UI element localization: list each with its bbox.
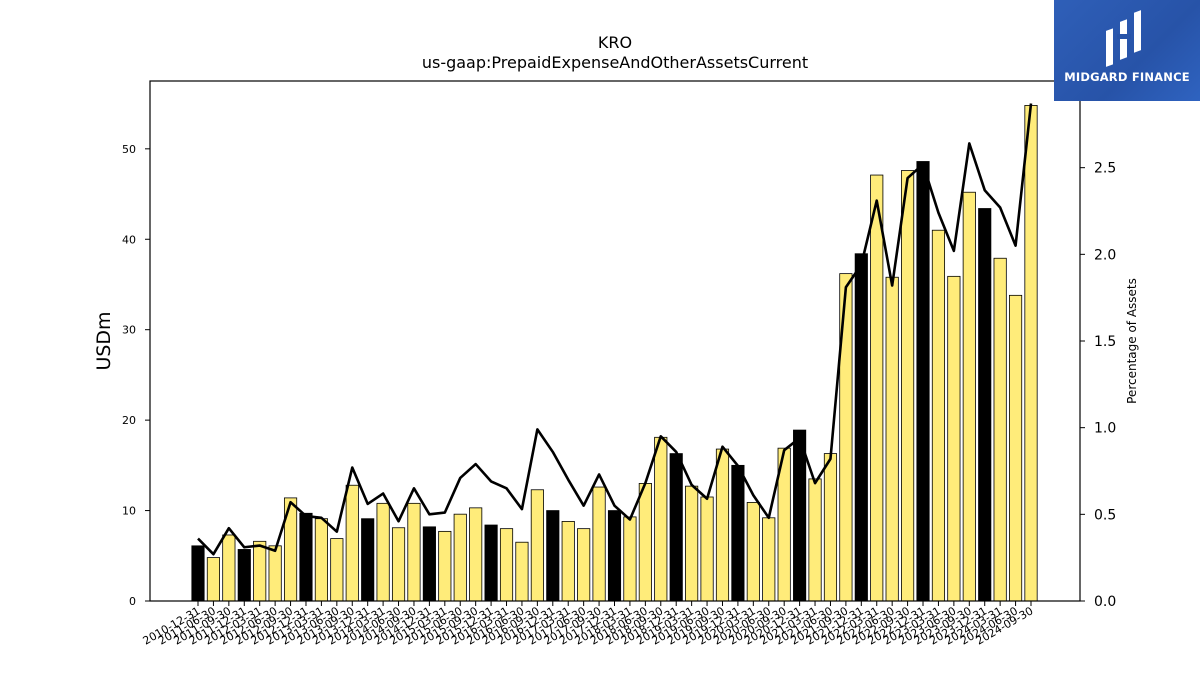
percentage-line [197, 103, 1033, 556]
bar [993, 257, 1007, 602]
y-tick-label: 40 [122, 233, 136, 246]
y2-tick-label: 1.5 [1094, 334, 1116, 350]
bar [962, 191, 976, 602]
bar [577, 528, 591, 602]
bar [947, 275, 961, 602]
y-tick-label: 30 [122, 324, 136, 337]
bar [978, 208, 992, 602]
bar [607, 510, 622, 602]
logo-text: MIDGARD FINANCE [1064, 70, 1190, 84]
y2-axis-label: Percentage of Assets [1125, 278, 1139, 404]
bar [1024, 105, 1038, 602]
bar [438, 530, 452, 602]
bar [361, 518, 375, 602]
bar [330, 538, 344, 602]
bar [638, 483, 652, 602]
bar [793, 429, 807, 602]
bar [854, 253, 868, 602]
bar [222, 534, 236, 602]
bar [530, 489, 544, 602]
bar [206, 557, 220, 602]
bar [391, 527, 406, 602]
y-axis-label: USDm [93, 311, 115, 370]
bar [299, 512, 313, 602]
bar [669, 453, 683, 602]
bar [1009, 294, 1023, 602]
bar [623, 516, 637, 602]
chart-title: KRO [598, 33, 632, 52]
bar [515, 541, 529, 602]
y2-axis: 0.0 0.5 1.0 1.5 2.0 2.5 [1080, 161, 1116, 610]
chart-subtitle: us-gaap:PrepaidExpenseAndOtherAssetsCurr… [422, 53, 808, 72]
bar [469, 507, 483, 602]
y-tick-label: 0 [129, 595, 136, 608]
y-tick-label: 10 [122, 505, 136, 518]
bar [916, 161, 930, 602]
bar [746, 502, 760, 602]
y2-tick-label: 0.5 [1094, 507, 1116, 523]
bar [715, 448, 730, 602]
bar [885, 276, 899, 602]
bar [237, 549, 251, 602]
logo: MIDGARD FINANCE [1054, 0, 1200, 101]
bar [422, 526, 436, 602]
bar [546, 510, 560, 602]
bar [931, 229, 946, 602]
bar [700, 496, 714, 602]
bar [561, 521, 575, 602]
y2-tick-label: 2.5 [1094, 161, 1116, 177]
bar [592, 486, 606, 602]
bar [191, 545, 205, 602]
bar [823, 453, 838, 602]
bars-group [191, 105, 1038, 602]
y-tick-label: 20 [122, 414, 136, 427]
bar [253, 540, 267, 602]
y-tick-label: 50 [122, 143, 136, 156]
bar [314, 518, 328, 602]
logo-icon [1106, 10, 1141, 67]
bar [484, 524, 498, 602]
bar [376, 502, 390, 602]
line-group [197, 103, 1033, 556]
bar [345, 484, 359, 602]
bar [808, 478, 822, 602]
y2-tick-label: 0.0 [1094, 594, 1116, 610]
y2-tick-label: 2.0 [1094, 247, 1116, 263]
bar [901, 170, 915, 602]
bar [731, 464, 745, 602]
bar [268, 545, 282, 602]
bar [453, 513, 467, 602]
x-axis: 2010-12-312011-06-302011-09-302011-12-31… [141, 601, 1036, 648]
bar [654, 436, 668, 602]
bar [762, 517, 776, 602]
bar [407, 502, 421, 602]
bar [685, 485, 699, 602]
y-axis: 0 10 20 30 40 50 [122, 143, 150, 608]
bar [870, 174, 884, 602]
bar [499, 528, 514, 602]
y2-tick-label: 1.0 [1094, 421, 1116, 437]
